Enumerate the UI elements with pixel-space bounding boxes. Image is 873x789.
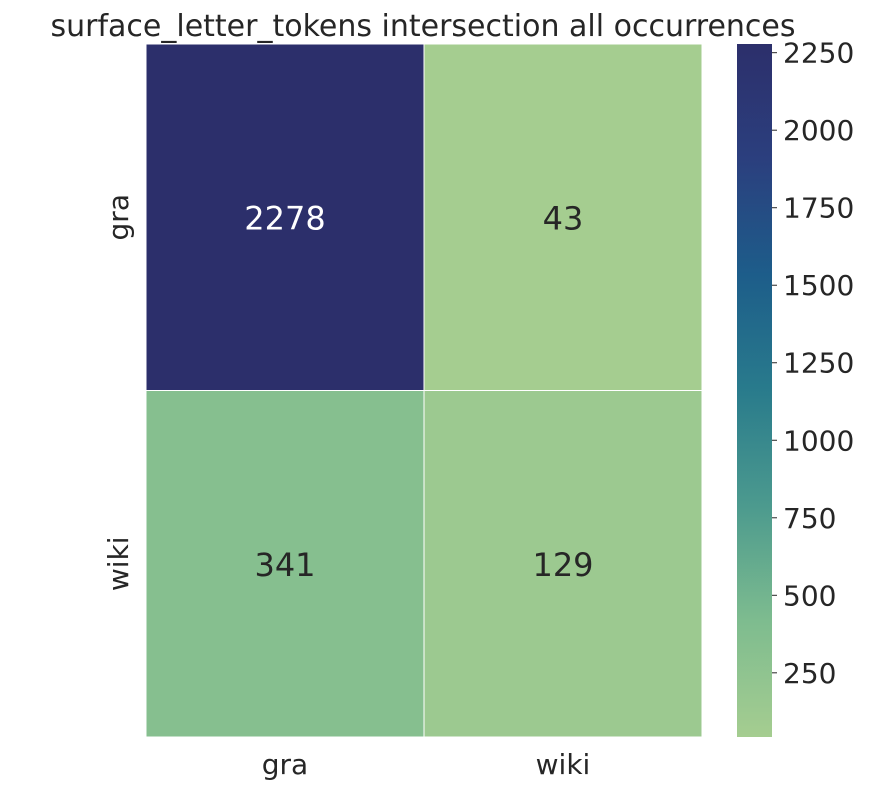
y-axis-tick-labels: gra wiki (102, 194, 135, 591)
colorbar-tick-label: 1500 (783, 269, 854, 302)
heatmap-cell (145, 390, 425, 738)
colorbar-tick-label: 250 (783, 657, 836, 690)
x-axis-tick-labels: gra wiki (262, 748, 591, 781)
cell-value-label: 2278 (244, 199, 325, 237)
colorbar-tick-label: 750 (783, 502, 836, 535)
y-tick-label: wiki (102, 536, 135, 591)
colorbar-tick-label: 1750 (783, 192, 854, 225)
colorbar-tick-label: 2000 (783, 114, 854, 147)
cell-value-label: 43 (543, 199, 584, 237)
colorbar (737, 44, 772, 737)
x-tick-label: wiki (536, 748, 591, 781)
cell-value-label: 129 (532, 546, 593, 584)
cell-value-label: 341 (254, 546, 315, 584)
colorbar-tick-label: 500 (783, 579, 836, 612)
colorbar-tick-label: 1250 (783, 347, 854, 380)
heatmap-cells (145, 43, 703, 738)
y-tick-label: gra (102, 194, 135, 240)
colorbar-tick-labels: 250 500 750 1000 1250 1500 1750 2000 2250 (772, 37, 854, 690)
colorbar-tick-label: 1000 (783, 424, 854, 457)
chart-title: surface_letter_tokens intersection all o… (50, 9, 795, 44)
heatmap-cell (423, 390, 703, 738)
heatmap-cell-labels: 2278 43 341 129 (244, 199, 593, 584)
colorbar-tick-label: 2250 (783, 37, 854, 70)
x-tick-label: gra (262, 748, 308, 781)
heatmap-cell (145, 43, 425, 391)
heatmap-cell (423, 43, 703, 391)
